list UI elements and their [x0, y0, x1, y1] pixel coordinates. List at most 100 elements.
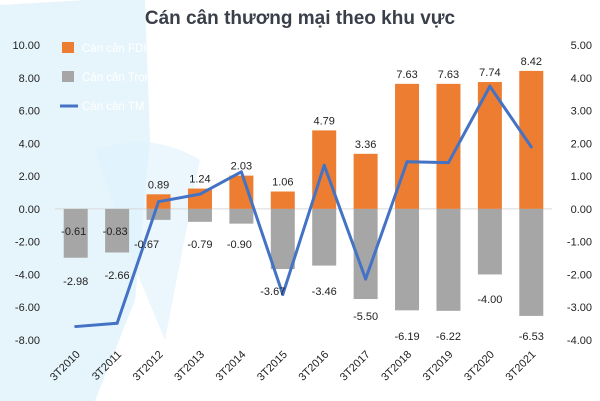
- bar-fdi: [519, 70, 544, 209]
- left-axis-tick: 2.00: [19, 171, 40, 183]
- right-axis-tick: 2.00: [571, 138, 592, 150]
- right-axis-tick: -1.00: [567, 237, 592, 249]
- decor-shape-mid: [95, 142, 200, 340]
- point-trade-balance: [115, 321, 119, 325]
- point-trade-balance: [488, 84, 492, 88]
- left-axis-tick: 4.00: [19, 138, 40, 150]
- x-tick-label: 3T2019: [421, 349, 456, 384]
- left-axis: 10.00 8.00 6.00 4.00 2.00 0.00 -2.00 -4.00 -6.00…: [12, 40, 552, 347]
- bar-fdi: [270, 191, 295, 209]
- point-trade-balance: [405, 160, 409, 164]
- right-axis-tick: 0.00: [571, 204, 592, 216]
- bar-domestic: [477, 208, 502, 275]
- point-trade-balance: [322, 163, 326, 167]
- data-label-fdi: 7.63: [396, 69, 417, 81]
- x-axis: 3T2010 3T2011 3T2012 3T2013 3T2014 3T2015 3T20…: [48, 349, 538, 384]
- bar-fdi: [353, 153, 378, 209]
- point-trade-balance: [529, 145, 533, 149]
- data-label-domestic: -2.98: [63, 276, 88, 288]
- bar-domestic: [105, 208, 130, 253]
- data-labels: -0.61 -0.83 0.89 1.24 2.03 1.06 4.79 3.36 7.63 7.…: [61, 56, 544, 343]
- right-axis-tick: 1.00: [571, 171, 592, 183]
- data-label-fdi: 4.79: [313, 115, 334, 127]
- right-axis-tick: -4.00: [567, 335, 592, 347]
- data-label-fdi: 7.63: [438, 69, 459, 81]
- x-tick-label: 3T2012: [131, 349, 166, 384]
- legend: Cán cân FDI Cán cân Trong nước Cán cân TM: [60, 42, 188, 113]
- x-tick-label: 3T2017: [338, 349, 373, 384]
- x-tick-label: 3T2020: [462, 349, 497, 384]
- x-tick-label: 3T2021: [504, 349, 539, 384]
- right-axis-tick: 3.00: [571, 106, 592, 118]
- point-trade-balance: [364, 277, 368, 281]
- data-label-fdi: 0.89: [148, 179, 169, 191]
- x-tick-label: 3T2016: [296, 349, 331, 384]
- left-axis-tick: 0.00: [19, 204, 40, 216]
- chart-title: Cán cân thương mại theo khu vực: [145, 8, 456, 29]
- bar-fdi: [187, 188, 212, 209]
- bar-domestic: [395, 208, 420, 311]
- data-label-fdi: 7.74: [479, 67, 500, 79]
- point-trade-balance: [239, 170, 243, 174]
- right-axis: 5.00 4.00 3.00 2.00 1.00 0.00 -1.00 -2.00 -3.00 -…: [567, 40, 592, 347]
- x-tick-label: 3T2014: [214, 349, 249, 384]
- legend-label-trade: Cán cân TM: [82, 101, 144, 113]
- legend-label-domestic: Cán cân Trong nước: [82, 72, 188, 84]
- x-tick-label: 3T2018: [379, 349, 414, 384]
- bar-domestic: [270, 208, 295, 270]
- left-axis-tick: 10.00: [12, 40, 40, 52]
- data-label-fdi: 3.36: [355, 139, 376, 151]
- bar-domestic: [63, 208, 88, 258]
- data-label-domestic: -6.53: [519, 331, 544, 343]
- bar-domestic: [146, 208, 171, 220]
- data-label-domestic: -5.50: [353, 311, 378, 323]
- data-label-fdi: 1.06: [272, 177, 293, 189]
- bar-domestic: [187, 208, 212, 222]
- bar-domestic: [229, 208, 254, 224]
- data-label-domestic: -4.00: [477, 294, 502, 306]
- bar-domestic: [436, 208, 461, 311]
- left-axis-tick: -2.00: [15, 237, 40, 249]
- x-tick-label: 3T2013: [172, 349, 207, 384]
- decor-shape-left: [0, 0, 150, 401]
- legend-swatch-fdi: [62, 42, 74, 53]
- data-label-domestic: -0.67: [134, 239, 159, 251]
- point-trade-balance: [157, 200, 161, 204]
- bar-domestic: [312, 208, 337, 266]
- data-label-fdi: 1.24: [189, 174, 210, 186]
- background-decoration: [0, 0, 200, 401]
- left-axis-tick: -4.00: [15, 269, 40, 281]
- right-axis-tick: -2.00: [567, 269, 592, 281]
- point-trade-balance: [198, 192, 202, 196]
- bar-domestic: [519, 208, 544, 316]
- data-label-fdi: -0.61: [61, 226, 86, 238]
- data-label-domestic: -2.66: [105, 270, 130, 282]
- left-axis-tick: 8.00: [19, 73, 40, 85]
- data-label-fdi: -0.83: [103, 226, 128, 238]
- legend-label-fdi: Cán cân FDI: [82, 43, 147, 55]
- data-label-domestic: -0.79: [187, 239, 212, 251]
- legend-swatch-domestic: [62, 71, 74, 82]
- point-trade-balance: [281, 292, 285, 296]
- x-tick-label: 3T2015: [255, 349, 290, 384]
- left-axis-tick: -6.00: [15, 302, 40, 314]
- right-axis-tick: -3.00: [567, 302, 592, 314]
- left-axis-tick: -8.00: [15, 335, 40, 347]
- data-label-domestic: -6.22: [436, 331, 461, 343]
- left-axis-tick: 6.00: [19, 106, 40, 118]
- data-label-domestic: -0.90: [227, 239, 252, 251]
- line-series: [74, 84, 533, 329]
- right-axis-tick: 5.00: [571, 40, 592, 52]
- line-trade-balance: [75, 84, 533, 329]
- right-axis-tick: 4.00: [571, 73, 592, 85]
- bar-fdi: [395, 83, 420, 209]
- point-trade-balance: [74, 325, 78, 329]
- data-label-fdi: 2.03: [231, 161, 252, 173]
- data-label-domestic: -3.67: [260, 286, 285, 298]
- data-label-domestic: -3.46: [312, 286, 337, 298]
- data-label-domestic: -6.19: [395, 331, 420, 343]
- data-label-fdi: 8.42: [521, 56, 542, 68]
- point-trade-balance: [446, 161, 450, 165]
